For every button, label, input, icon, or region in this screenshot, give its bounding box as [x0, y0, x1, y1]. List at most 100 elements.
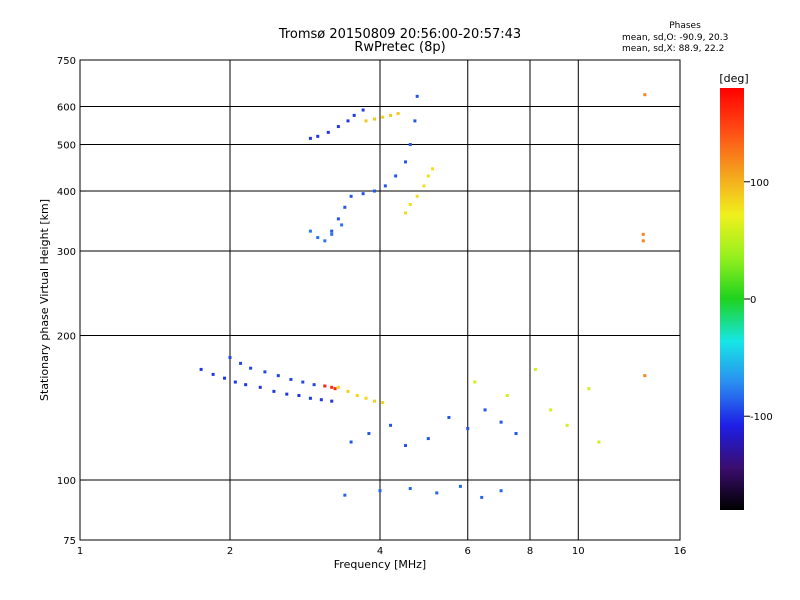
echo-point: [319, 398, 323, 402]
echo-point: [396, 112, 400, 116]
x-tick-label: 4: [377, 546, 383, 557]
echo-point: [381, 115, 385, 119]
echo-point: [330, 229, 334, 233]
echo-point: [336, 217, 340, 221]
x-tick-label: 16: [674, 546, 687, 557]
echo-point: [383, 184, 387, 188]
echo-point: [403, 444, 407, 448]
x-tick-label: 8: [527, 546, 533, 557]
echo-point: [239, 361, 243, 365]
echo-point: [499, 489, 503, 493]
colorbar-label: [deg]: [719, 72, 748, 85]
echo-point: [336, 385, 340, 389]
echo-point: [330, 385, 334, 389]
echo-point: [223, 376, 227, 380]
echo-point: [285, 392, 289, 396]
echo-point: [312, 383, 316, 387]
echo-point: [389, 423, 393, 427]
echo-point: [408, 143, 412, 147]
echo-point: [308, 136, 312, 140]
echo-point: [373, 189, 377, 193]
phases-heading: Phases: [669, 21, 701, 31]
y-tick-label: 400: [57, 187, 76, 198]
x-axis-ticks: 1 2 4 6 8 10 16: [77, 546, 687, 557]
y-tick-label: 200: [57, 332, 76, 343]
echo-point: [408, 202, 412, 206]
colorbar-tick-label: -100: [750, 412, 773, 423]
echo-point: [330, 232, 334, 236]
colorbar-tick-label: 0: [750, 295, 756, 306]
echo-point: [297, 394, 301, 398]
echo-point: [233, 380, 237, 384]
y-tick-label: 100: [57, 476, 76, 487]
echo-point: [346, 119, 350, 123]
echo-point: [355, 394, 359, 398]
x-axis-label: Frequency [MHz]: [334, 558, 426, 571]
echo-point: [505, 394, 509, 398]
y-tick-label: 500: [57, 141, 76, 152]
echo-point: [330, 399, 334, 403]
y-tick-label: 750: [57, 56, 76, 67]
echo-point: [643, 93, 647, 97]
echo-point: [211, 372, 215, 376]
y-axis-label: Stationary phase Virtual Height [km]: [38, 199, 51, 401]
echo-point: [308, 229, 312, 233]
echo-point: [641, 232, 645, 236]
colorbar: [720, 88, 744, 510]
echo-point: [343, 205, 347, 209]
colorbar-tick-label: 100: [750, 178, 769, 189]
echo-point: [364, 119, 368, 123]
y-tick-label: 600: [57, 103, 76, 114]
echo-point: [587, 387, 591, 391]
echo-point: [244, 383, 248, 387]
echo-point: [289, 377, 293, 381]
x-tick-label: 10: [572, 546, 585, 557]
echo-point: [352, 113, 356, 117]
x-tick-label: 1: [77, 546, 83, 557]
echo-point: [364, 396, 368, 400]
echo-point: [458, 484, 462, 488]
echo-point: [343, 493, 347, 497]
echo-point: [381, 401, 385, 405]
echo-point: [466, 427, 470, 431]
echo-point: [378, 489, 382, 493]
echo-point: [597, 440, 601, 444]
echo-point: [336, 125, 340, 129]
echo-point: [447, 415, 451, 419]
echo-point: [367, 432, 371, 436]
echo-point: [480, 495, 484, 499]
y-tick-label: 75: [63, 536, 76, 547]
echo-point: [323, 239, 327, 243]
echo-point: [258, 385, 262, 389]
y-tick-label: 300: [57, 247, 76, 258]
echo-point: [349, 194, 353, 198]
echo-point: [361, 192, 365, 196]
echo-point: [346, 389, 350, 393]
echo-point: [323, 384, 327, 388]
echo-point: [333, 387, 337, 391]
echo-point: [340, 223, 344, 227]
echo-point: [483, 408, 487, 412]
echo-point: [435, 491, 439, 495]
echo-point: [326, 130, 330, 134]
echo-point: [308, 396, 312, 400]
data-points: [199, 93, 647, 499]
echo-point: [422, 184, 426, 188]
chart-title: Tromsø 20150809 20:56:00-20:57:43: [278, 27, 522, 42]
echo-point: [499, 420, 503, 424]
chart-subtitle: RwPretec (8p): [354, 40, 446, 55]
echo-point: [641, 239, 645, 243]
colorbar-ticks: 100 0 -100: [744, 178, 773, 423]
echo-point: [316, 236, 320, 240]
echo-point: [565, 423, 569, 427]
echo-point: [228, 355, 232, 359]
echo-point: [415, 94, 419, 98]
echo-point: [426, 437, 430, 441]
echo-point: [514, 432, 518, 436]
echo-point: [373, 117, 377, 121]
x-tick-label: 2: [227, 546, 233, 557]
echo-point: [549, 408, 553, 412]
echo-point: [413, 119, 417, 123]
